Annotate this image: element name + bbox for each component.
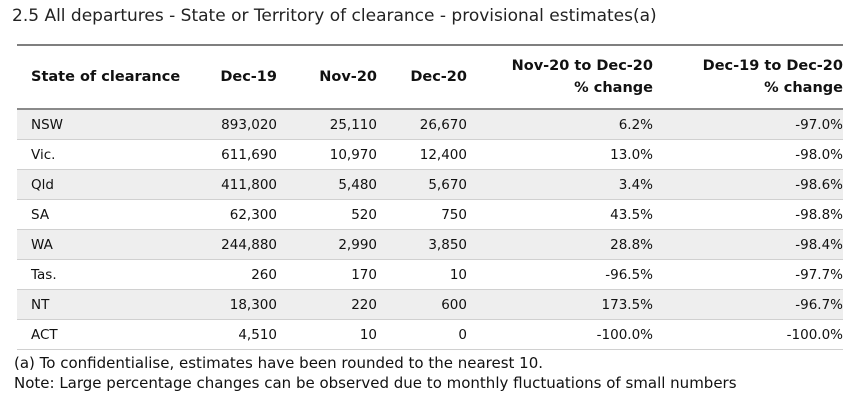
state-cell: WA: [17, 229, 189, 260]
dec-19-cell: 62,300: [189, 199, 277, 230]
annual-change-cell: -98.8%: [653, 199, 843, 230]
nov-20-cell: 220: [277, 289, 377, 320]
footnote-rounding: (a) To confidentialise, estimates have b…: [14, 354, 544, 372]
table-row: WA 244,880 2,990 3,850 28.8% -98.4%: [17, 229, 843, 260]
table-row: Qld 411,800 5,480 5,670 3.4% -98.6%: [17, 169, 843, 200]
dec-20-cell: 5,670: [377, 169, 467, 200]
nov-20-cell: 25,110: [277, 109, 377, 140]
table-title: 2.5 All departures - State or Territory …: [12, 6, 657, 26]
header-dec19-dec20-change: Dec-19 to Dec-20% change: [653, 46, 843, 110]
table-row: ACT 4,510 10 0 -100.0% -100.0%: [17, 319, 843, 350]
annual-change-cell: -98.6%: [653, 169, 843, 200]
monthly-change-cell: 13.0%: [467, 139, 653, 170]
header-dec-19: Dec-19: [189, 46, 277, 110]
dec-20-cell: 600: [377, 289, 467, 320]
dec-20-cell: 750: [377, 199, 467, 230]
monthly-change-cell: 43.5%: [467, 199, 653, 230]
departures-table: State of clearance Dec-19 Nov-20 Dec-20 …: [17, 46, 843, 350]
annual-change-cell: -98.0%: [653, 139, 843, 170]
dec-19-cell: 260: [189, 259, 277, 290]
nov-20-cell: 10,970: [277, 139, 377, 170]
table-header-row: State of clearance Dec-19 Nov-20 Dec-20 …: [17, 46, 843, 110]
table-row: SA 62,300 520 750 43.5% -98.8%: [17, 199, 843, 230]
monthly-change-cell: 3.4%: [467, 169, 653, 200]
state-cell: NSW: [17, 109, 189, 140]
dec-19-cell: 611,690: [189, 139, 277, 170]
monthly-change-cell: -96.5%: [467, 259, 653, 290]
state-cell: Qld: [17, 169, 189, 200]
dec-20-cell: 3,850: [377, 229, 467, 260]
state-cell: ACT: [17, 319, 189, 350]
header-nov20-dec20-change: Nov-20 to Dec-20% change: [467, 46, 653, 110]
table-top-rule: [17, 44, 843, 46]
state-cell: Tas.: [17, 259, 189, 290]
table-row: Tas. 260 170 10 -96.5% -97.7%: [17, 259, 843, 290]
nov-20-cell: 5,480: [277, 169, 377, 200]
state-cell: NT: [17, 289, 189, 320]
header-dec-20: Dec-20: [377, 46, 467, 110]
header-nov-20: Nov-20: [277, 46, 377, 110]
monthly-change-cell: 28.8%: [467, 229, 653, 260]
nov-20-cell: 170: [277, 259, 377, 290]
table-row: NT 18,300 220 600 173.5% -96.7%: [17, 289, 843, 320]
header-state-of-clearance: State of clearance: [17, 46, 189, 110]
nov-20-cell: 2,990: [277, 229, 377, 260]
dec-19-cell: 4,510: [189, 319, 277, 350]
monthly-change-cell: 173.5%: [467, 289, 653, 320]
state-cell: SA: [17, 199, 189, 230]
dec-20-cell: 10: [377, 259, 467, 290]
table-row: NSW 893,020 25,110 26,670 6.2% -97.0%: [17, 109, 843, 140]
dec-20-cell: 0: [377, 319, 467, 350]
monthly-change-cell: -100.0%: [467, 319, 653, 350]
table-row: Vic. 611,690 10,970 12,400 13.0% -98.0%: [17, 139, 843, 170]
annual-change-cell: -96.7%: [653, 289, 843, 320]
annual-change-cell: -97.0%: [653, 109, 843, 140]
dec-19-cell: 411,800: [189, 169, 277, 200]
state-cell: Vic.: [17, 139, 189, 170]
dec-19-cell: 244,880: [189, 229, 277, 260]
monthly-change-cell: 6.2%: [467, 109, 653, 140]
nov-20-cell: 10: [277, 319, 377, 350]
annual-change-cell: -97.7%: [653, 259, 843, 290]
dec-20-cell: 12,400: [377, 139, 467, 170]
dec-19-cell: 893,020: [189, 109, 277, 140]
dec-19-cell: 18,300: [189, 289, 277, 320]
annual-change-cell: -100.0%: [653, 319, 843, 350]
annual-change-cell: -98.4%: [653, 229, 843, 260]
footnote-percentage: Note: Large percentage changes can be ob…: [14, 374, 737, 392]
dec-20-cell: 26,670: [377, 109, 467, 140]
footnotes: (a) To confidentialise, estimates have b…: [14, 353, 737, 393]
nov-20-cell: 520: [277, 199, 377, 230]
